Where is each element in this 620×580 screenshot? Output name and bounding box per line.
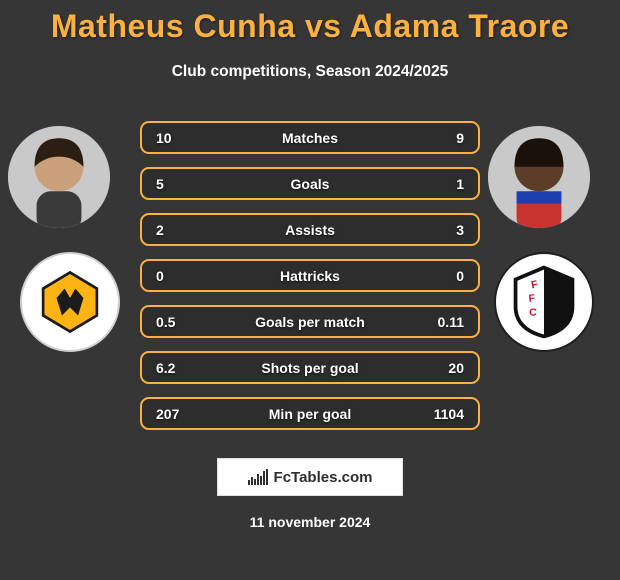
club-left-badge — [20, 252, 120, 352]
page-title: Matheus Cunha vs Adama Traore — [0, 0, 620, 45]
player-head-icon — [8, 126, 110, 228]
player-left-avatar — [8, 126, 110, 228]
stat-left-value: 0 — [156, 268, 164, 284]
stat-label: Hattricks — [280, 268, 340, 284]
date-label: 11 november 2024 — [0, 514, 620, 530]
stat-right-value: 0.11 — [438, 314, 464, 330]
stat-left-value: 5 — [156, 176, 164, 192]
stat-row: 6.2 Shots per goal 20 — [140, 351, 480, 384]
stat-row: 0 Hattricks 0 — [140, 259, 480, 292]
stat-right-value: 0 — [456, 268, 464, 284]
stat-left-value: 10 — [156, 130, 172, 146]
stat-row: 2 Assists 3 — [140, 213, 480, 246]
stat-label: Assists — [285, 222, 335, 238]
stat-label: Matches — [282, 130, 338, 146]
svg-text:C: C — [529, 307, 537, 318]
stat-left-value: 6.2 — [156, 360, 175, 376]
stat-row: 5 Goals 1 — [140, 167, 480, 200]
stat-label: Goals per match — [255, 314, 365, 330]
bars-icon — [248, 469, 268, 485]
stat-right-value: 1 — [456, 176, 464, 192]
stat-right-value: 1104 — [434, 406, 464, 422]
stat-right-value: 20 — [448, 360, 464, 376]
stat-label: Goals — [291, 176, 330, 192]
fulham-badge-icon: F F C — [507, 263, 582, 341]
stat-right-value: 9 — [456, 130, 464, 146]
stat-right-value: 3 — [456, 222, 464, 238]
stat-left-value: 0.5 — [156, 314, 175, 330]
site-logo: FcTables.com — [217, 458, 403, 496]
stat-label: Min per goal — [269, 406, 351, 422]
page-subtitle: Club competitions, Season 2024/2025 — [0, 63, 620, 81]
stat-label: Shots per goal — [261, 360, 358, 376]
site-logo-text: FcTables.com — [274, 469, 373, 486]
player-right-avatar — [488, 126, 590, 228]
stat-row: 10 Matches 9 — [140, 121, 480, 154]
stat-row: 207 Min per goal 1104 — [140, 397, 480, 430]
stat-left-value: 207 — [156, 406, 179, 422]
stat-row: 0.5 Goals per match 0.11 — [140, 305, 480, 338]
player-head-icon — [488, 126, 590, 228]
stat-left-value: 2 — [156, 222, 164, 238]
club-right-badge: F F C — [494, 252, 594, 352]
wolves-badge-icon — [36, 267, 103, 337]
